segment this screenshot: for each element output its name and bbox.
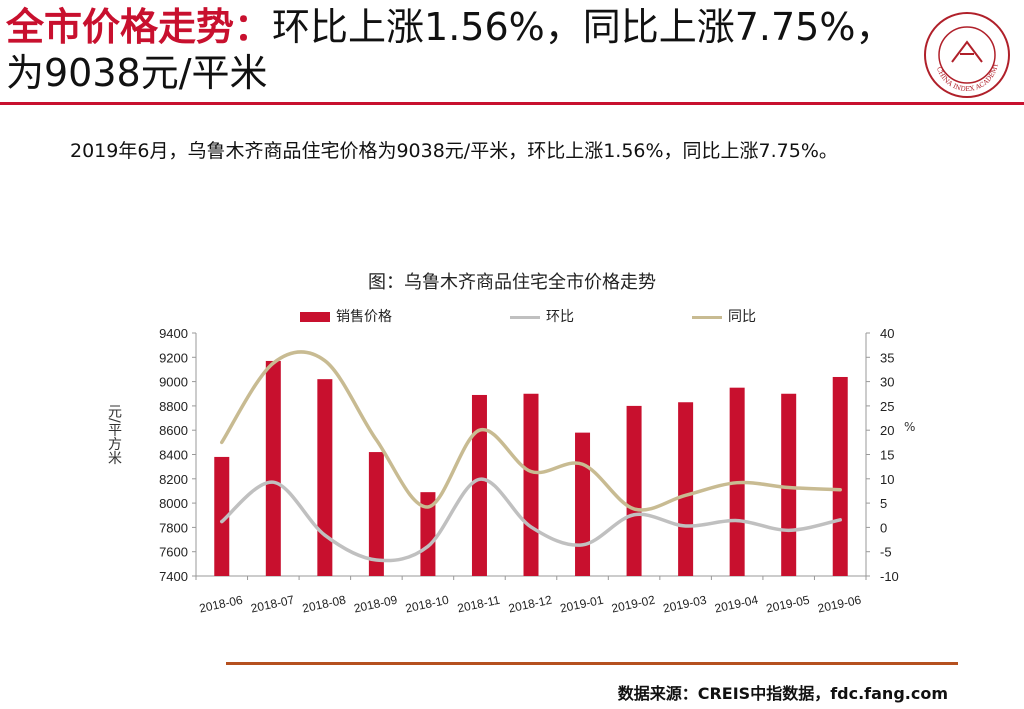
- legend-label-mom: 环比: [546, 309, 574, 325]
- y-right-tick-label: 30: [880, 375, 894, 390]
- y-left-tick-label: 7400: [159, 569, 188, 584]
- y-right-tick-label: 5: [880, 496, 887, 511]
- y-right-tick-label: 0: [880, 520, 887, 535]
- x-tick-label: 2019-03: [662, 593, 708, 616]
- y-right-tick-label: -10: [880, 569, 899, 584]
- china-index-academy-logo: CHINA INDEX ACADEMY: [924, 12, 1010, 98]
- y-left-tick-label: 8800: [159, 399, 188, 414]
- bar-sales-price: [575, 432, 591, 576]
- data-source: 数据来源：CREIS中指数据，fdc.fang.com: [617, 684, 948, 703]
- y-axis-left-label: 元/平方米: [104, 404, 124, 470]
- line-mom: [220, 477, 842, 563]
- title-rest: 环比上涨1.56%，同比上涨7.75%，为9038元/平米: [6, 5, 894, 95]
- y-left-tick-label: 9200: [159, 350, 188, 365]
- y-right-tick-label: 15: [880, 448, 894, 463]
- bar-sales-price: [265, 360, 281, 576]
- x-tick-label: 2018-07: [249, 593, 295, 616]
- x-tick-label: 2018-10: [404, 593, 450, 616]
- y-right-tick-label: 40: [880, 326, 894, 341]
- line-yoy: [220, 350, 842, 512]
- y-right-tick-label: 10: [880, 472, 894, 487]
- y-left-tick-label: 7800: [159, 520, 188, 535]
- legend-label-yoy: 同比: [728, 309, 756, 325]
- y-left-tick-label: 9400: [159, 326, 188, 341]
- y-left-tick-label: 9000: [159, 375, 188, 390]
- bar-sales-price: [420, 492, 436, 576]
- legend-swatch-mom: [510, 315, 540, 319]
- bar-sales-price: [471, 394, 487, 576]
- y-right-tick-label: 35: [880, 350, 894, 365]
- y-axis-right-label: %: [904, 420, 916, 434]
- y-left-tick-label: 8400: [159, 448, 188, 463]
- legend-swatch-price: [300, 312, 330, 322]
- x-tick-label: 2019-02: [610, 593, 656, 616]
- bar-sales-price: [523, 393, 539, 576]
- footer-divider: [226, 662, 958, 665]
- legend-item-mom: 环比: [510, 306, 574, 326]
- y-left-tick-label: 8200: [159, 472, 188, 487]
- bar-sales-price: [781, 393, 797, 576]
- x-tick-label: 2018-06: [198, 593, 244, 616]
- x-tick-label: 2019-04: [713, 593, 759, 616]
- x-tick-label: 2018-08: [301, 593, 347, 616]
- legend-label-price: 销售价格: [336, 309, 392, 325]
- legend-item-yoy: 同比: [692, 306, 756, 326]
- y-right-tick-label: -5: [880, 545, 892, 560]
- bar-sales-price: [626, 405, 642, 576]
- x-tick-label: 2019-06: [816, 593, 862, 616]
- x-tick-label: 2019-01: [559, 593, 605, 616]
- x-tick-label: 2018-09: [353, 593, 399, 616]
- x-tick-label: 2019-05: [765, 593, 811, 616]
- x-tick-label: 2018-12: [507, 593, 553, 616]
- summary-text: 2019年6月，乌鲁木齐商品住宅价格为9038元/平米，环比上涨1.56%，同比…: [70, 140, 838, 162]
- y-right-tick-label: 25: [880, 399, 894, 414]
- page-title: 全市价格走势：环比上涨1.56%，同比上涨7.75%，为9038元/平米: [6, 4, 906, 96]
- bar-sales-price: [368, 452, 384, 576]
- title-divider: [0, 102, 1024, 105]
- legend-swatch-yoy: [692, 315, 722, 319]
- bar-sales-price: [214, 456, 230, 576]
- y-left-tick-label: 8600: [159, 423, 188, 438]
- bar-sales-price: [678, 402, 694, 576]
- bar-sales-price: [317, 379, 333, 576]
- chart-title: 图：乌鲁木齐商品住宅全市价格走势: [368, 272, 656, 293]
- bar-sales-price: [832, 376, 848, 576]
- y-left-tick-label: 8000: [159, 496, 188, 511]
- y-right-tick-label: 20: [880, 423, 894, 438]
- y-left-tick-label: 7600: [159, 545, 188, 560]
- x-tick-label: 2018-11: [456, 593, 501, 616]
- legend-item-price: 销售价格: [300, 306, 392, 326]
- title-highlight: 全市价格走势：: [6, 5, 273, 49]
- y-axis-left-label-text: 元/平方米: [106, 404, 122, 465]
